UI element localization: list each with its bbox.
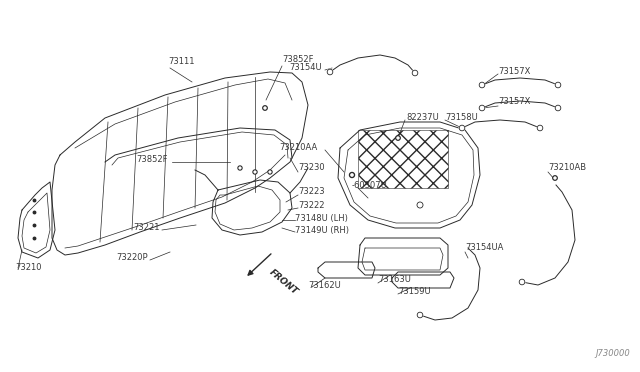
- Circle shape: [396, 136, 400, 140]
- Circle shape: [479, 82, 485, 88]
- Circle shape: [264, 107, 266, 109]
- Circle shape: [460, 125, 465, 131]
- Text: 73852F: 73852F: [282, 55, 314, 64]
- Text: 73852F: 73852F: [136, 155, 168, 164]
- Circle shape: [554, 177, 556, 179]
- Circle shape: [349, 173, 355, 177]
- Circle shape: [253, 170, 257, 174]
- Circle shape: [351, 174, 353, 176]
- Text: 73154U: 73154U: [289, 64, 322, 73]
- Circle shape: [553, 176, 557, 180]
- Text: 73223: 73223: [298, 187, 324, 196]
- Circle shape: [239, 167, 241, 169]
- Text: 73230: 73230: [298, 164, 324, 173]
- Text: 73210: 73210: [15, 263, 42, 273]
- Text: 73157X: 73157X: [498, 97, 531, 106]
- Circle shape: [417, 202, 423, 208]
- Circle shape: [263, 106, 268, 110]
- Circle shape: [417, 312, 423, 318]
- Bar: [358, 130, 448, 188]
- Circle shape: [254, 171, 256, 173]
- Circle shape: [238, 166, 242, 170]
- Circle shape: [537, 125, 543, 131]
- Circle shape: [412, 70, 418, 76]
- Text: 73159U: 73159U: [398, 288, 431, 296]
- Circle shape: [519, 279, 525, 285]
- Text: 73158U: 73158U: [445, 113, 477, 122]
- Text: 73220P: 73220P: [116, 253, 148, 263]
- Text: 73162U: 73162U: [308, 280, 340, 289]
- Text: 73210AA: 73210AA: [280, 144, 318, 153]
- Text: 73163U: 73163U: [378, 276, 411, 285]
- Circle shape: [479, 105, 485, 111]
- Text: -60307U: -60307U: [352, 180, 388, 189]
- Text: J730000: J730000: [595, 349, 630, 358]
- Text: 73222: 73222: [298, 201, 324, 209]
- Text: 73148U (LH): 73148U (LH): [295, 214, 348, 222]
- Text: 82237U: 82237U: [406, 113, 439, 122]
- Text: 73111: 73111: [168, 58, 195, 67]
- Circle shape: [327, 69, 333, 75]
- Circle shape: [556, 105, 561, 111]
- Circle shape: [268, 170, 272, 174]
- Text: 73157X: 73157X: [498, 67, 531, 77]
- Text: 73210AB: 73210AB: [548, 164, 586, 173]
- Text: 73149U (RH): 73149U (RH): [295, 225, 349, 234]
- Circle shape: [269, 171, 271, 173]
- Circle shape: [556, 82, 561, 88]
- Text: 73221: 73221: [134, 224, 160, 232]
- Text: 73154UA: 73154UA: [465, 244, 504, 253]
- Circle shape: [397, 137, 399, 139]
- Text: FRONT: FRONT: [268, 268, 300, 297]
